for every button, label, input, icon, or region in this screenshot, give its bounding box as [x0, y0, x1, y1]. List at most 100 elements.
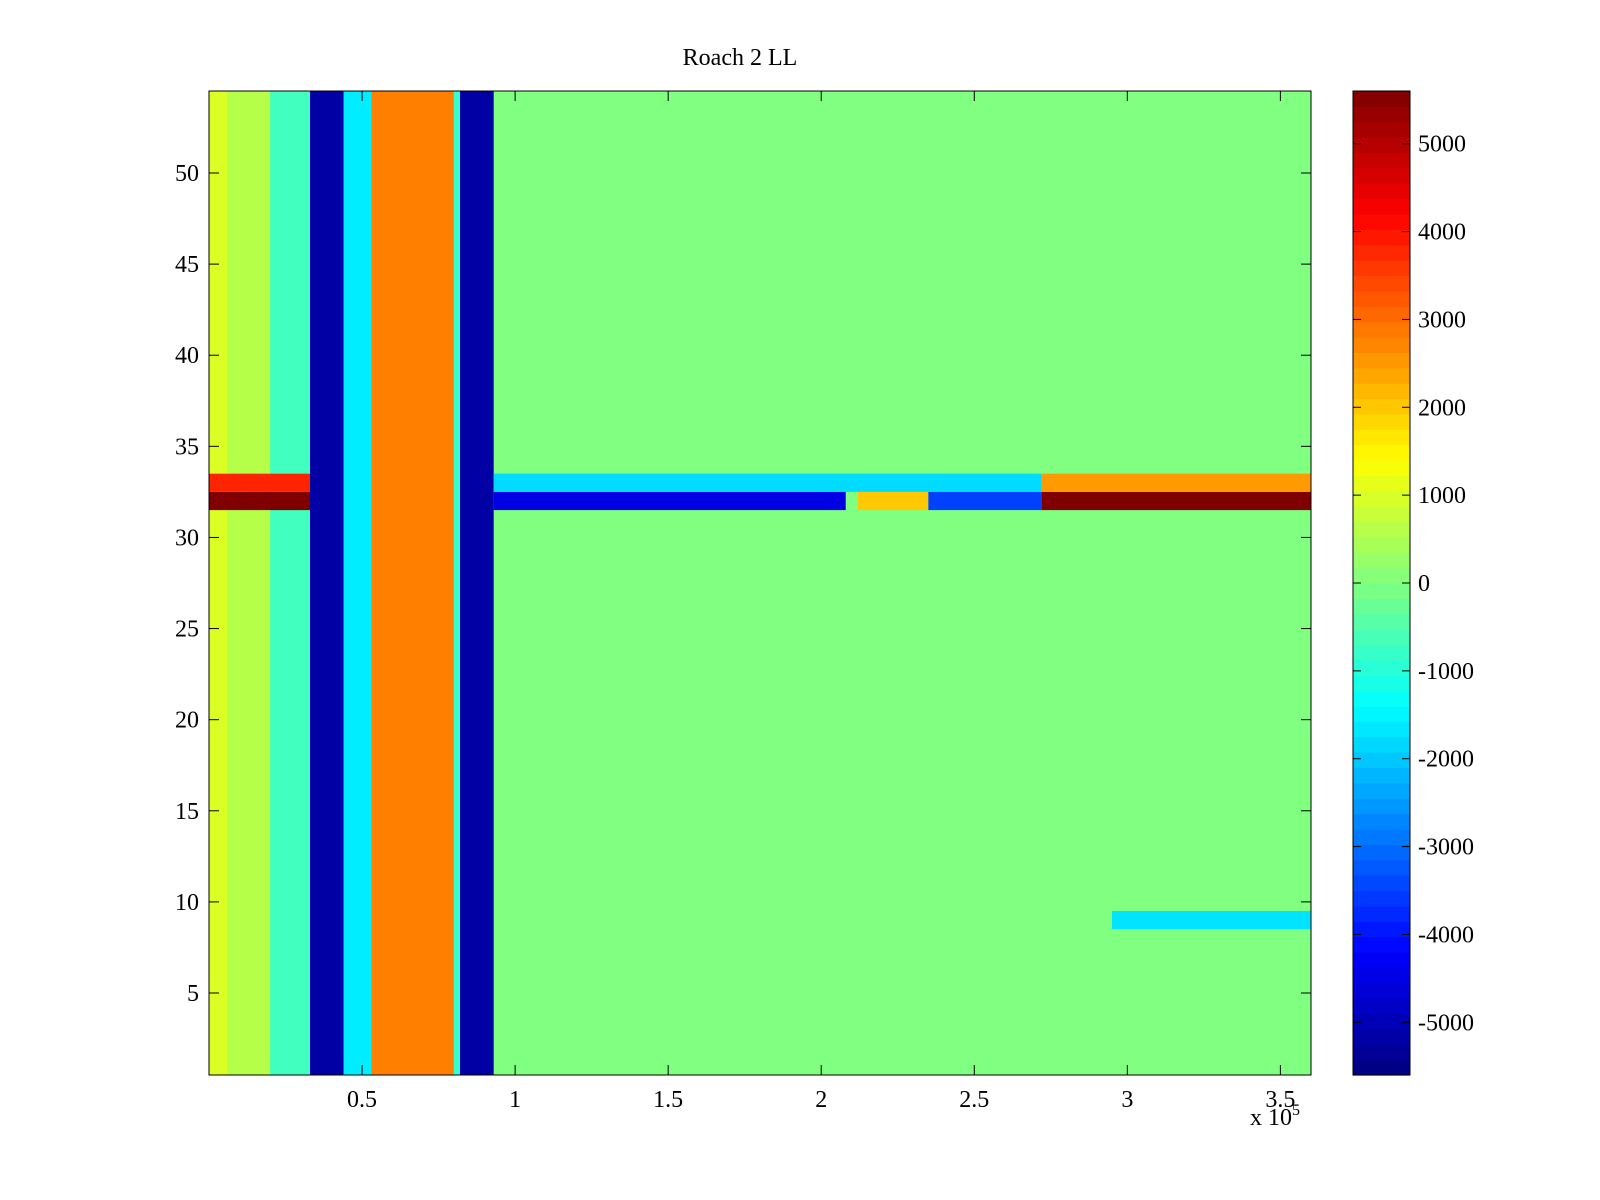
colorbar-swatch — [1353, 675, 1410, 692]
x-axis: 0.5 1 1.5 2 2.5 3 3.5 — [347, 91, 1295, 1113]
colorbar-swatch — [1353, 690, 1410, 707]
colorbar-swatch — [1353, 905, 1410, 922]
y-tick-label: 35 — [175, 434, 199, 460]
colorbar-swatch — [1353, 813, 1410, 830]
colorbar-swatch — [1353, 644, 1410, 661]
colorbar-swatch — [1353, 214, 1410, 230]
colorbar-swatch — [1353, 91, 1410, 107]
y-axis: 5 10 15 20 25 30 35 40 45 50 — [175, 161, 1311, 1007]
colorbar-swatch — [1353, 567, 1410, 584]
y-tick-label: 15 — [175, 799, 199, 825]
colorbar-swatch — [1353, 337, 1410, 353]
colorbar-swatch — [1353, 952, 1410, 968]
y-tick-label: 10 — [175, 890, 199, 916]
colorbar-swatch — [1353, 521, 1410, 538]
colorbar-tick-label: 2000 — [1418, 395, 1466, 421]
heatmap-row-segment — [928, 491, 1042, 511]
colorbar-swatch — [1353, 752, 1410, 769]
colorbar-swatch — [1353, 275, 1410, 292]
colorbar-swatch — [1353, 552, 1410, 569]
heatmap-row-segment — [1041, 491, 1311, 511]
heatmap-row-segment — [1041, 473, 1311, 492]
colorbar-swatch — [1353, 352, 1410, 369]
y-tick-label: 50 — [175, 161, 199, 187]
colorbar-swatch — [1353, 967, 1410, 984]
colorbar-tick-label: 4000 — [1418, 220, 1466, 246]
colorbar-swatch — [1353, 475, 1410, 492]
colorbar-swatch — [1353, 936, 1410, 953]
colorbar-tick-label: 1000 — [1418, 483, 1466, 509]
x-tick-label: 3.5 — [1265, 1087, 1295, 1113]
colorbar-swatch — [1353, 198, 1410, 215]
heatmap-row-segment — [209, 491, 311, 511]
colorbar-swatch — [1353, 490, 1410, 507]
x-multiplier-exponent: 5 — [1292, 1102, 1300, 1119]
heatmap-vertical-band — [270, 91, 311, 1075]
colorbar-swatch — [1353, 583, 1410, 599]
colorbar-swatch — [1353, 875, 1410, 892]
colorbar-swatch — [1353, 1044, 1410, 1061]
colorbar-swatch — [1353, 167, 1410, 184]
colorbar-swatch — [1353, 429, 1410, 446]
colorbar-swatch — [1353, 659, 1410, 676]
plot-frame — [208, 90, 1312, 1076]
colorbar-swatch — [1353, 598, 1410, 615]
colorbar-swatch — [1353, 859, 1410, 876]
colorbar-tick-label: -1000 — [1418, 659, 1474, 685]
colorbar-swatch — [1353, 383, 1410, 400]
heatmap-row-segment — [493, 491, 846, 511]
colorbar-swatch — [1353, 721, 1410, 738]
colorbar — [1352, 90, 1411, 1076]
x-tick-label: 2 — [815, 1087, 827, 1113]
colorbar-swatch — [1353, 290, 1410, 307]
heatmap-row-segment — [209, 473, 311, 492]
colorbar-swatch — [1353, 444, 1410, 461]
heatmap-plot-area — [209, 91, 1311, 1075]
heatmap-row-segment — [857, 491, 929, 511]
colorbar-tick-label: -2000 — [1418, 747, 1474, 773]
y-tick-label: 40 — [175, 343, 199, 369]
heatmap-row-segment — [1112, 911, 1311, 930]
heatmap-vertical-band — [209, 91, 228, 1075]
colorbar-swatch — [1353, 106, 1410, 123]
y-tick-label: 30 — [175, 525, 199, 551]
colorbar-swatch — [1353, 1013, 1410, 1030]
colorbar-tick-label: -3000 — [1418, 835, 1474, 861]
colorbar-swatch — [1353, 629, 1410, 646]
y-tick-label: 25 — [175, 617, 199, 643]
colorbar-swatch — [1353, 306, 1410, 323]
colorbar-swatch — [1353, 1059, 1410, 1076]
y-tick-label: 5 — [187, 981, 199, 1007]
heatmap-vertical-band — [371, 91, 454, 1075]
colorbar-swatch — [1353, 613, 1410, 630]
colorbar-swatch — [1353, 137, 1410, 154]
colorbar-swatch — [1353, 321, 1410, 338]
x-tick-label: 1 — [509, 1087, 521, 1113]
x-tick-label: 1.5 — [653, 1087, 683, 1113]
colorbar-tick-label: 3000 — [1418, 307, 1466, 333]
colorbar-tick-label: -4000 — [1418, 922, 1474, 948]
colorbar-swatch — [1353, 998, 1410, 1015]
x-tick-label: 3 — [1121, 1087, 1133, 1113]
colorbar-swatch — [1353, 706, 1410, 722]
y-tick-label: 20 — [175, 708, 199, 734]
heatmap-vertical-band — [227, 91, 271, 1075]
colorbar-tick-label: 5000 — [1418, 132, 1466, 158]
colorbar-swatch — [1353, 244, 1410, 261]
colorbar-tick-label: 0 — [1418, 571, 1430, 597]
y-tick-label: 45 — [175, 252, 199, 278]
heatmap-vertical-band — [343, 91, 372, 1075]
heatmap-vertical-band — [310, 91, 344, 1075]
colorbar-swatch — [1353, 844, 1410, 861]
colorbar-swatch — [1353, 767, 1410, 784]
colorbar-swatch — [1353, 260, 1410, 277]
colorbar-tick-label: -5000 — [1418, 1010, 1474, 1036]
heatmap-row-segment — [493, 473, 1042, 492]
colorbar-swatch — [1353, 152, 1410, 169]
colorbar-swatch — [1353, 367, 1410, 384]
colorbar-swatch — [1353, 921, 1410, 938]
colorbar-swatch — [1353, 798, 1410, 815]
heatmap-vertical-band — [453, 91, 461, 1075]
heatmap-vertical-band — [460, 91, 494, 1075]
